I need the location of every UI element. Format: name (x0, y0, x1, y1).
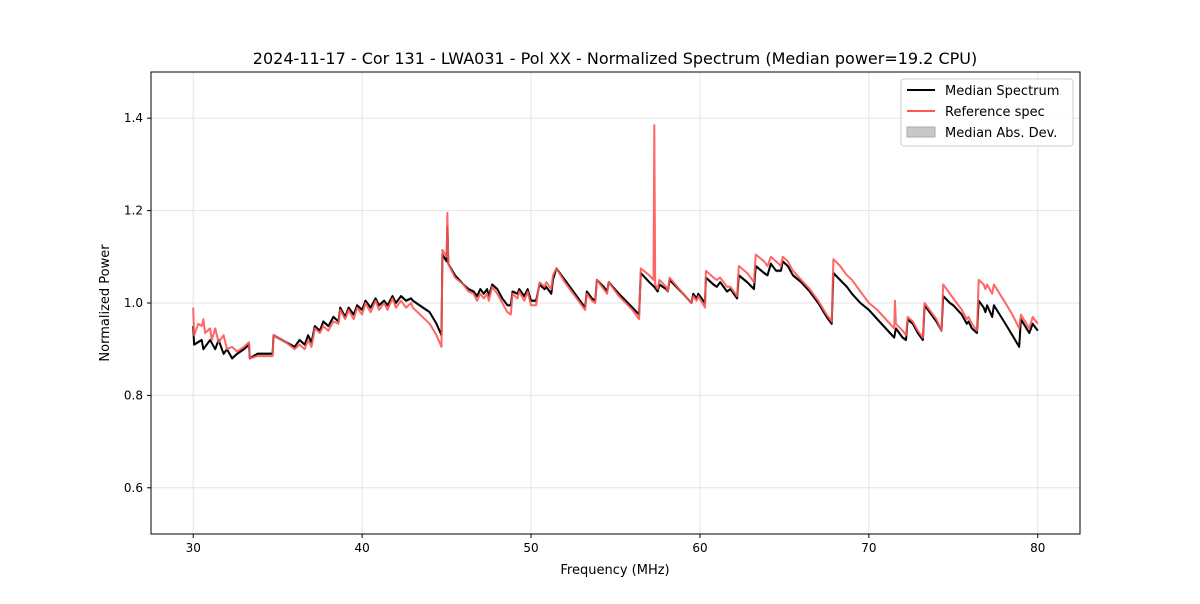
x-axis-label: Frequency (MHz) (560, 563, 669, 578)
ticks: 30 40 50 60 70 80 0.6 0.8 1.0 1.2 1.4 (124, 111, 1046, 555)
legend-box (900, 78, 1074, 147)
legend-reference-label: Reference spec (945, 105, 1045, 120)
plot-area (192, 124, 1039, 361)
y-tick-label: 1.4 (124, 111, 143, 125)
y-tick-label: 1.0 (124, 296, 143, 310)
y-tick-label: 0.8 (124, 388, 143, 402)
legend-mad-label: Median Abs. Dev. (945, 126, 1057, 141)
x-tick-label: 30 (186, 541, 201, 555)
x-tick-label: 60 (692, 541, 707, 555)
legend-mad-swatch (906, 126, 936, 138)
legend: Median Spectrum Reference spec Median Ab… (900, 78, 1074, 147)
y-tick-label: 1.2 (124, 204, 143, 218)
y-axis-label: Normalized Power (98, 244, 113, 362)
chart-title: 2024-11-17 - Cor 131 - LWA031 - Pol XX -… (253, 49, 977, 68)
legend-median-label: Median Spectrum (945, 84, 1059, 99)
x-tick-label: 40 (354, 541, 369, 555)
y-tick-label: 0.6 (124, 481, 143, 495)
reference-spectrum-line (192, 124, 1039, 360)
x-tick-label: 80 (1030, 541, 1045, 555)
x-tick-label: 50 (523, 541, 538, 555)
x-tick-label: 70 (861, 541, 876, 555)
